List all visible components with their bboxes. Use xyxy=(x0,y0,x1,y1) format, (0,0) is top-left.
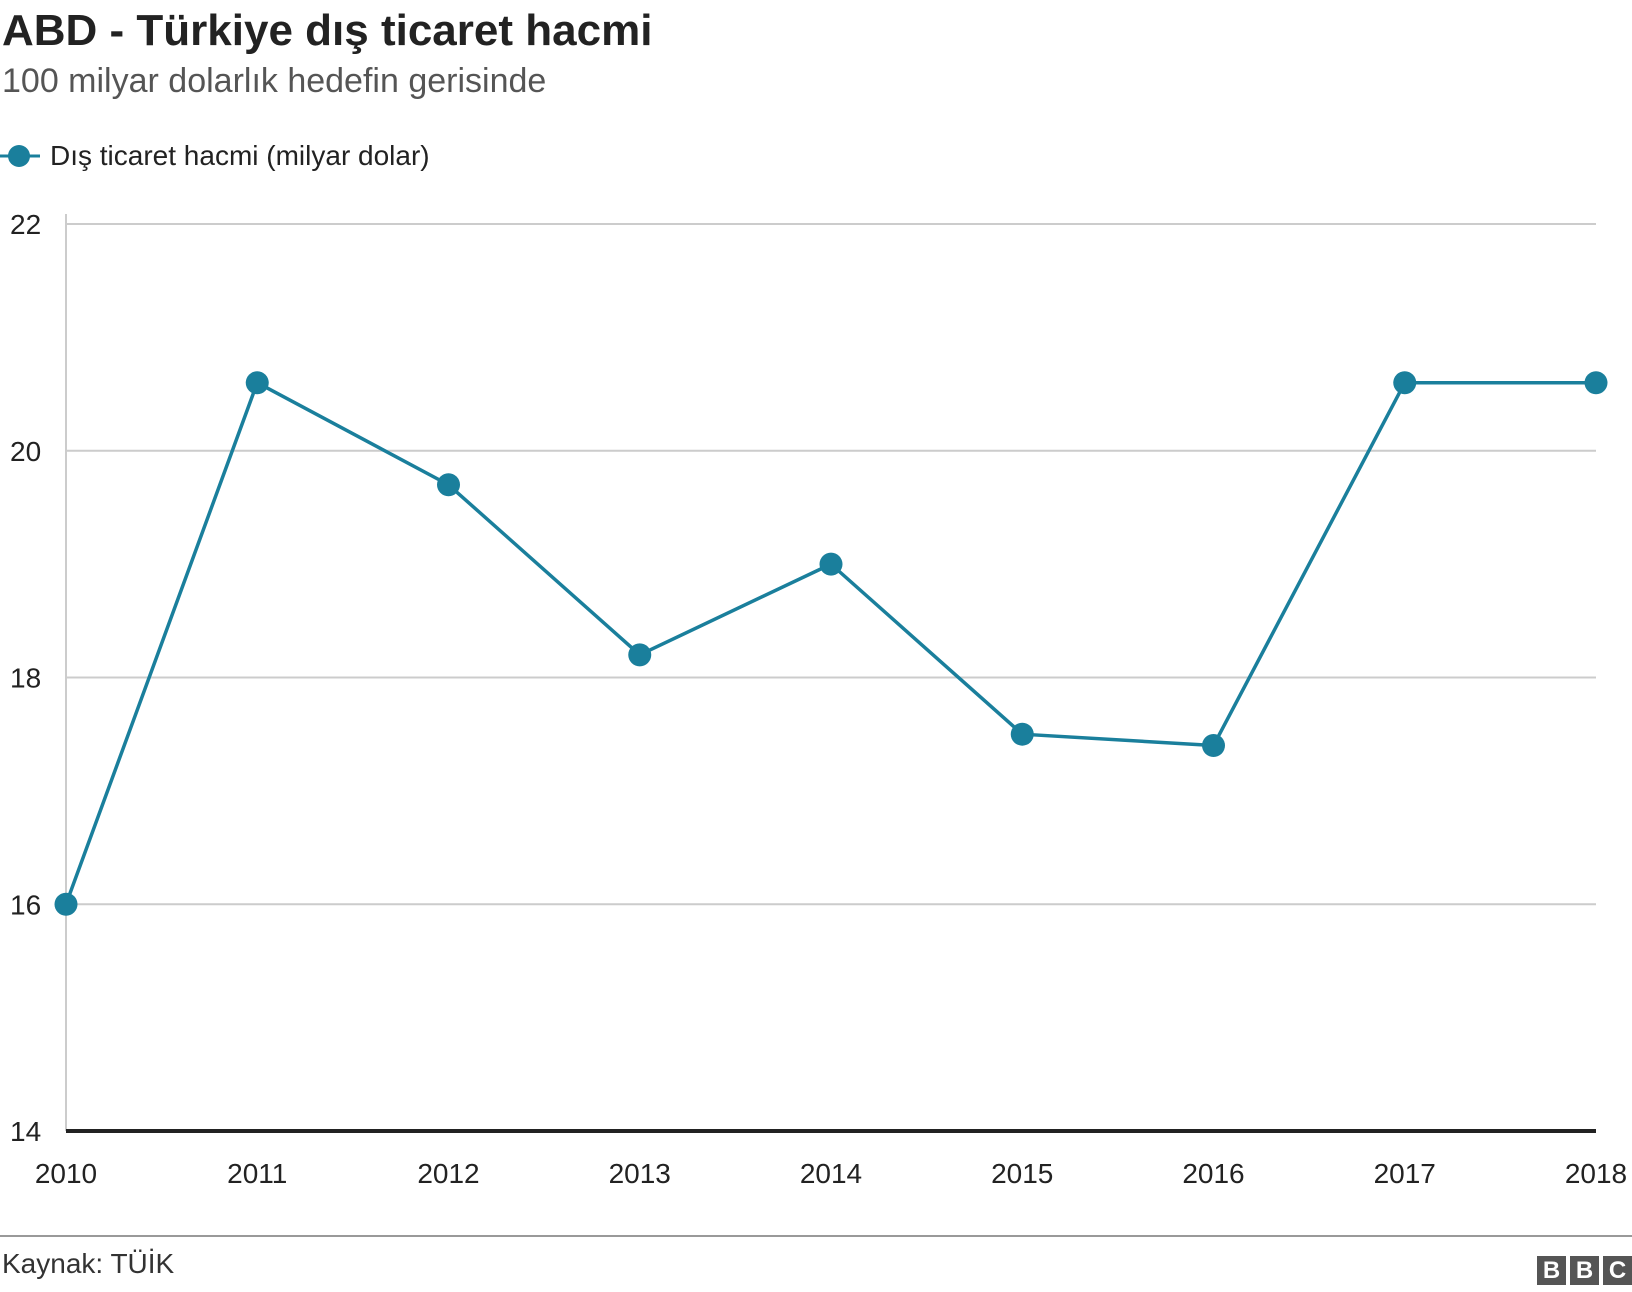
source-note: Kaynak: TÜİK xyxy=(2,1248,175,1279)
x-tick-label: 2013 xyxy=(609,1158,671,1189)
x-tick-label: 2011 xyxy=(227,1158,287,1189)
chart-title: ABD - Türkiye dış ticaret hacmi xyxy=(2,6,653,55)
legend: Dış ticaret hacmi (milyar dolar) xyxy=(0,138,430,174)
data-point xyxy=(1202,734,1225,758)
x-tick-label: 2012 xyxy=(417,1158,479,1189)
data-point xyxy=(54,892,78,916)
data-point xyxy=(437,473,460,497)
x-tick-label: 2018 xyxy=(1565,1158,1627,1189)
legend-swatch xyxy=(0,145,40,167)
series-line xyxy=(64,380,1596,905)
data-point xyxy=(628,643,652,667)
data-point xyxy=(1010,722,1034,746)
x-tick-label: 2014 xyxy=(800,1158,862,1189)
x-tick-label: 2015 xyxy=(991,1158,1053,1189)
y-tick-label: 20 xyxy=(10,436,41,467)
footer-divider xyxy=(0,1235,1632,1237)
data-point xyxy=(245,371,269,395)
y-tick-label: 14 xyxy=(10,1116,41,1147)
data-point xyxy=(1393,371,1417,395)
chart-subtitle: 100 milyar dolarlık hedefin gerisinde xyxy=(2,62,547,100)
bbc-logo-letter: B xyxy=(1570,1256,1599,1285)
line-chart: 14 16 18 20 22 2010 2011 2012 2013 2014 2015 2016 20… xyxy=(10,209,1627,1189)
x-tick-label: 2016 xyxy=(1182,1158,1244,1189)
y-tick-label: 22 xyxy=(10,209,41,240)
y-tick-label: 16 xyxy=(10,889,41,920)
data-point xyxy=(1584,371,1608,395)
bbc-logo-letter: B xyxy=(1537,1256,1566,1285)
bbc-logo: B B C xyxy=(1537,1256,1632,1285)
y-tick-label: 18 xyxy=(10,663,41,694)
legend-label: Dış ticaret hacmi (milyar dolar) xyxy=(50,140,430,171)
data-point xyxy=(819,552,843,576)
bbc-logo-letter: C xyxy=(1603,1256,1632,1285)
x-tick-label: 2017 xyxy=(1374,1158,1436,1189)
x-tick-label: 2010 xyxy=(35,1158,97,1189)
